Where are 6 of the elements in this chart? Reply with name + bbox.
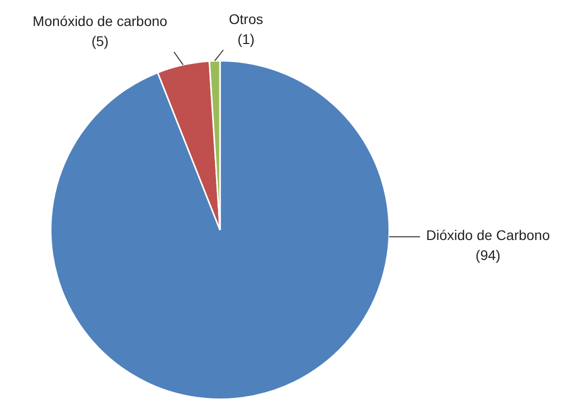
slice-label: Dióxido de Carbono [426, 226, 550, 243]
data-label: (1) [237, 30, 255, 47]
slice-label: Monóxido de carbono [32, 12, 168, 29]
data-label: (94) [476, 246, 500, 263]
slice-label: Otros [228, 10, 264, 27]
data-label: (5) [91, 32, 109, 49]
